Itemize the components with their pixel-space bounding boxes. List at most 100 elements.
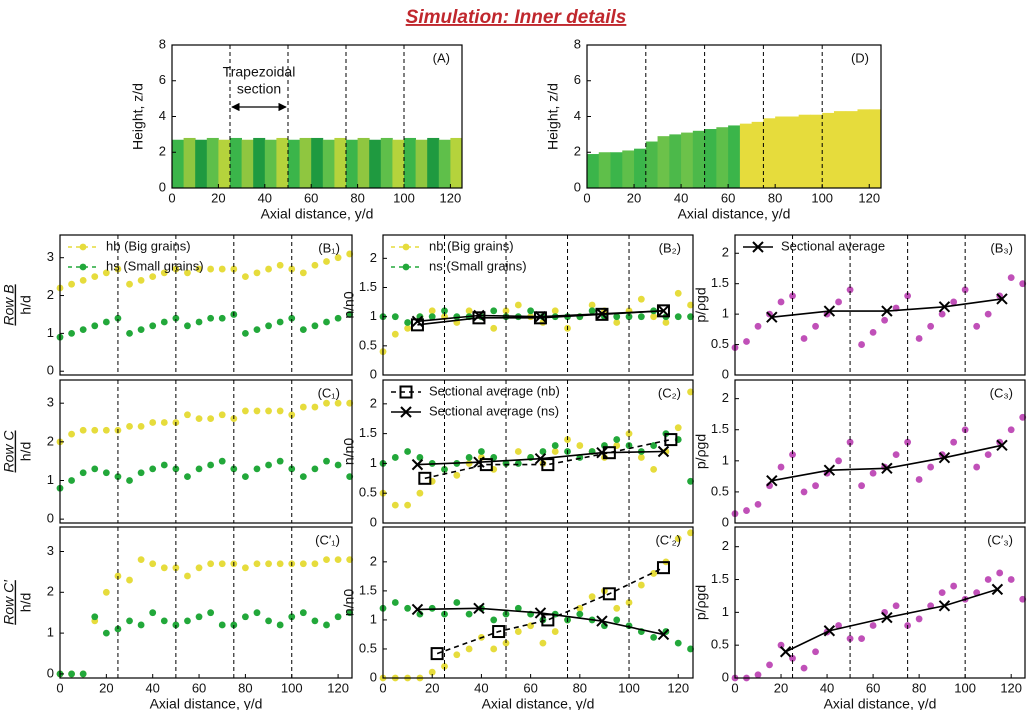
data-point: [800, 664, 808, 672]
legend-label: hb (Big grains): [106, 238, 191, 253]
data-point: [441, 465, 448, 473]
data-point: [428, 668, 436, 676]
data-point: [514, 460, 522, 467]
data-point: [687, 645, 694, 653]
data-point: [218, 265, 226, 273]
data-point: [996, 439, 1008, 451]
data-point: [218, 411, 226, 419]
data-point: [346, 609, 354, 617]
data-point: [869, 469, 877, 477]
data-point: [102, 588, 110, 596]
height-column: [404, 137, 416, 188]
y-tick-label: 2: [47, 287, 54, 302]
height-column: [392, 139, 405, 188]
data-point: [91, 273, 99, 281]
data-point: [892, 451, 900, 459]
data-point: [576, 610, 584, 618]
y-tick-label: 0: [47, 665, 54, 680]
data-point: [472, 311, 486, 325]
data-point: [149, 322, 157, 330]
data-point: [465, 307, 473, 315]
data-point: [502, 639, 510, 647]
cross-stroke: [473, 456, 485, 468]
y-tick-label: 1: [47, 325, 54, 340]
data-point: [915, 615, 923, 623]
y-tick-label: 2: [722, 390, 729, 405]
data-point: [311, 322, 319, 330]
x-axis-label: Axial distance, y/d: [482, 696, 595, 710]
data-point: [441, 307, 448, 315]
height-column: [822, 112, 835, 188]
cross-stroke: [473, 309, 485, 322]
data-point: [334, 254, 342, 262]
cross-stroke: [752, 241, 764, 253]
data-point: [230, 621, 238, 629]
data-point: [265, 617, 272, 625]
data-point: [950, 582, 958, 590]
data-point: [766, 661, 773, 669]
cross-stroke: [823, 464, 836, 476]
y-tick-label: 1.5: [711, 571, 729, 586]
y-tick-label: 1.5: [359, 279, 377, 294]
height-column: [427, 137, 440, 188]
data-point: [91, 465, 99, 473]
data-point: [551, 628, 559, 635]
data-point: [514, 301, 522, 309]
data-point: [657, 305, 670, 317]
height-column: [763, 118, 776, 188]
data-point: [126, 617, 133, 625]
data-point: [527, 307, 535, 315]
data-point: [674, 289, 682, 297]
legend-label: Sectional average (ns): [429, 403, 559, 418]
average-line: [436, 566, 664, 655]
data-point: [973, 463, 981, 471]
y-tick-label: 0: [370, 366, 377, 381]
data-point: [743, 338, 750, 345]
y-axis-label: n/n0: [341, 291, 357, 318]
data-point: [453, 651, 461, 659]
data-point: [276, 407, 284, 415]
data-point: [126, 329, 133, 337]
data-point: [602, 587, 616, 601]
data-point: [534, 310, 547, 323]
data-point: [823, 464, 836, 476]
data-point: [915, 476, 923, 483]
data-point: [1007, 576, 1015, 583]
cross-stroke: [996, 439, 1008, 451]
height-column: [230, 137, 242, 188]
legend-marker: [400, 406, 412, 418]
data-point: [79, 326, 87, 333]
y-tick-label: 0.5: [711, 336, 729, 351]
x-tick-label: 120: [1000, 680, 1022, 695]
x-tick-label: 0: [379, 680, 386, 695]
data-point: [149, 273, 157, 281]
data-point: [391, 501, 399, 509]
data-point: [674, 535, 682, 543]
y-tick-label: 6: [159, 72, 166, 87]
x-tick-label: 100: [393, 190, 415, 205]
height-column: [598, 152, 611, 188]
data-point: [789, 654, 796, 662]
data-point: [904, 438, 912, 446]
cross-stroke: [657, 628, 670, 641]
data-point: [160, 318, 168, 326]
height-column: [218, 139, 231, 188]
data-point: [588, 307, 596, 315]
data-point: [195, 265, 203, 273]
cross-stroke: [823, 305, 836, 317]
data-point: [539, 639, 547, 647]
data-point: [858, 341, 865, 348]
data-point: [613, 604, 621, 612]
data-point: [253, 269, 261, 277]
data-point: [534, 607, 547, 619]
data-point: [1007, 426, 1015, 434]
data-point: [613, 319, 621, 326]
data-point: [68, 670, 75, 678]
data-point: [68, 477, 75, 484]
data-point: [835, 622, 842, 629]
height-column: [716, 127, 729, 188]
legend-label: nb (Big grains): [429, 238, 514, 253]
data-point: [664, 433, 678, 447]
data-point: [754, 322, 762, 330]
data-point: [241, 564, 249, 572]
